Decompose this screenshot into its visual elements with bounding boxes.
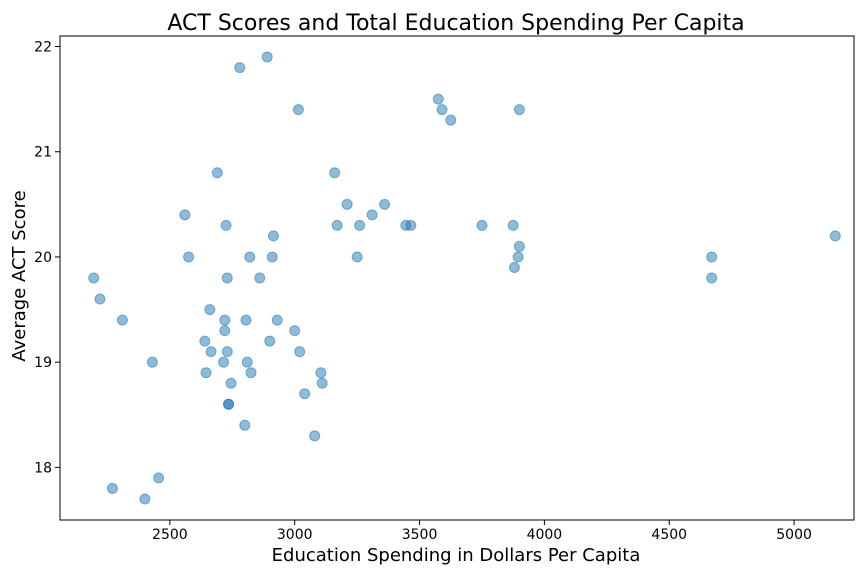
- data-point: [436, 104, 448, 116]
- data-point: [316, 377, 328, 389]
- data-point: [204, 304, 216, 316]
- data-point: [267, 230, 279, 242]
- chart-title: ACT Scores and Total Education Spending …: [167, 11, 744, 36]
- y-tick-label: 22: [34, 40, 52, 56]
- x-tick-label: 4500: [651, 527, 687, 543]
- data-point: [261, 51, 273, 63]
- data-point: [211, 167, 223, 179]
- data-point: [245, 367, 257, 379]
- data-point: [366, 209, 378, 221]
- data-point: [341, 198, 353, 210]
- x-axis-label: Education Spending in Dollars Per Capita: [272, 545, 641, 566]
- data-point: [146, 356, 158, 368]
- data-point: [329, 167, 341, 179]
- x-tick-label: 4000: [527, 527, 563, 543]
- data-point: [220, 219, 232, 231]
- data-point: [292, 104, 304, 116]
- data-point: [200, 367, 212, 379]
- data-point: [432, 93, 444, 105]
- y-tick-label: 19: [34, 355, 52, 371]
- data-point: [331, 219, 343, 231]
- data-point: [179, 209, 191, 221]
- plot-area: 2500 3000 3500 4000 4500 5000 18 19 20 21 22: [34, 35, 855, 543]
- y-axis-label: Average ACT Score: [9, 190, 30, 361]
- data-point: [271, 314, 283, 326]
- data-point: [513, 240, 525, 252]
- data-point: [221, 346, 233, 358]
- data-point: [219, 314, 231, 326]
- data-point: [94, 293, 106, 305]
- data-point: [219, 325, 231, 337]
- data-point: [351, 251, 363, 263]
- data-point: [218, 356, 230, 368]
- data-point: [508, 261, 520, 273]
- y-tick-label: 18: [34, 460, 52, 476]
- data-point: [264, 335, 276, 347]
- data-point: [241, 356, 253, 368]
- data-point: [354, 219, 366, 231]
- data-point: [116, 314, 128, 326]
- x-tick-label: 3000: [277, 527, 313, 543]
- data-point: [183, 251, 195, 263]
- x-tick-label: 5000: [776, 527, 812, 543]
- data-points: [88, 51, 841, 505]
- x-axis: 2500 3000 3500 4000 4500 5000: [152, 520, 812, 543]
- data-point: [254, 272, 266, 284]
- data-point: [139, 493, 151, 505]
- data-point: [315, 367, 327, 379]
- x-tick-label: 3500: [402, 527, 438, 543]
- data-point: [205, 346, 217, 358]
- x-tick-label: 2500: [152, 527, 188, 543]
- data-point: [507, 219, 519, 231]
- data-point: [223, 398, 235, 410]
- data-point: [199, 335, 211, 347]
- data-point: [244, 251, 256, 263]
- data-point: [706, 272, 718, 284]
- data-point: [829, 230, 841, 242]
- data-point: [299, 388, 311, 400]
- data-point: [309, 430, 321, 442]
- data-point: [225, 377, 237, 389]
- data-point: [239, 419, 251, 431]
- data-point: [476, 219, 488, 231]
- data-point: [405, 219, 417, 231]
- data-point: [289, 325, 301, 337]
- y-tick-label: 20: [34, 250, 52, 266]
- data-point: [512, 251, 524, 263]
- y-tick-label: 21: [34, 145, 52, 161]
- data-point: [88, 272, 100, 284]
- data-point: [266, 251, 278, 263]
- y-axis: 18 19 20 21 22: [34, 40, 60, 476]
- data-point: [240, 314, 252, 326]
- data-point: [706, 251, 718, 263]
- data-point: [106, 482, 118, 494]
- data-point: [234, 62, 246, 74]
- data-point: [294, 346, 306, 358]
- data-point: [153, 472, 165, 484]
- data-point: [379, 198, 391, 210]
- data-point: [221, 272, 233, 284]
- data-point: [513, 104, 525, 116]
- plot-frame: [59, 35, 855, 521]
- data-point: [445, 114, 457, 126]
